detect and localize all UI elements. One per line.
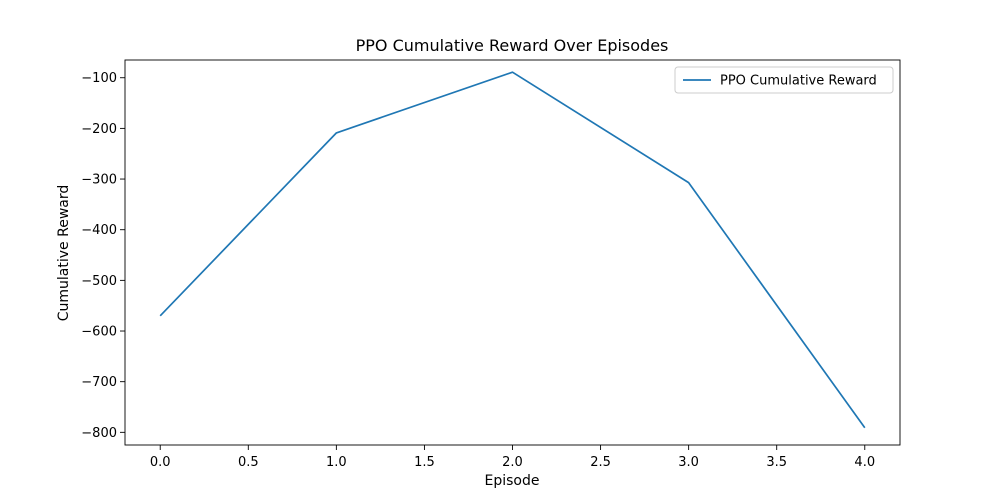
- y-tick-label: −300: [81, 173, 117, 188]
- x-tick-label: 4.0: [854, 455, 875, 470]
- y-tick-label: −400: [81, 223, 117, 238]
- x-tick-label: 3.5: [766, 455, 787, 470]
- legend: PPO Cumulative Reward: [674, 66, 894, 94]
- chart-title: PPO Cumulative Reward Over Episodes: [356, 36, 669, 55]
- y-tick-label: −700: [81, 375, 117, 390]
- x-tick-label: 3.0: [678, 455, 699, 470]
- y-tick-label: −200: [81, 122, 117, 137]
- series-line-ppo-cumulative-reward: [159, 71, 866, 429]
- y-tick-label: −600: [81, 325, 117, 340]
- x-axis-label: Episode: [485, 473, 540, 489]
- y-axis-label: Cumulative Reward: [56, 185, 72, 322]
- legend-entry-label: PPO Cumulative Reward: [720, 74, 877, 89]
- y-tick-label: −500: [81, 274, 117, 289]
- plot-area: [124, 59, 901, 446]
- x-tick-label: 0.5: [238, 455, 259, 470]
- y-axis: −100 −200 −300 −400 −500 −600 −700 −800: [81, 71, 125, 441]
- y-tick-label: −800: [81, 426, 117, 441]
- x-tick-label: 1.0: [326, 455, 347, 470]
- x-axis: 0.0 0.5 1.0 1.5 2.0 2.5 3.0 3.5 4.0: [150, 445, 875, 470]
- x-tick-label: 0.0: [150, 455, 171, 470]
- y-tick-label: −100: [81, 71, 117, 86]
- x-tick-label: 1.5: [414, 455, 435, 470]
- x-tick-label: 2.0: [502, 455, 523, 470]
- plot-background: [125, 60, 900, 445]
- legend-box: [674, 66, 894, 94]
- x-tick-label: 2.5: [590, 455, 611, 470]
